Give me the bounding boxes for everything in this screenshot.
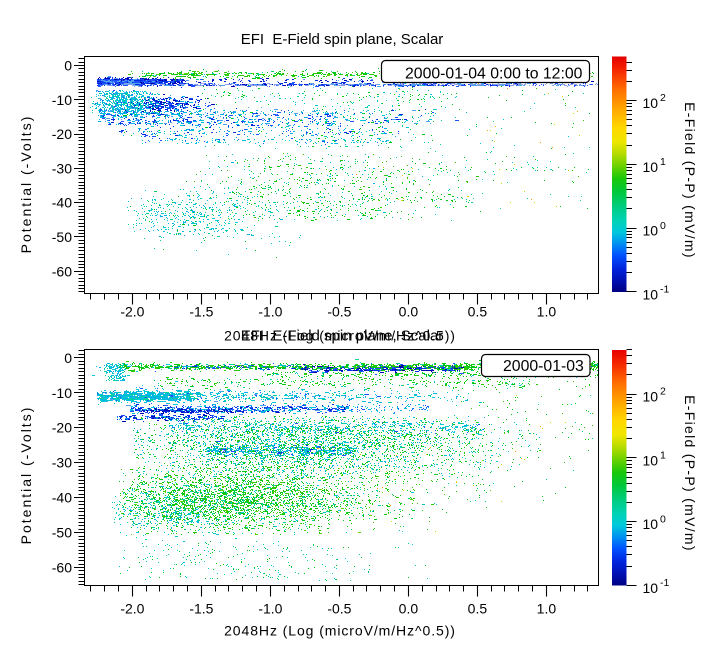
svg-text:0.5: 0.5 [468, 304, 488, 320]
svg-text:1.0: 1.0 [537, 601, 557, 617]
svg-text:-1: -1 [660, 284, 669, 296]
svg-text:-30: -30 [52, 160, 72, 176]
svg-text:0.0: 0.0 [399, 601, 419, 617]
svg-text:1: 1 [660, 450, 666, 462]
svg-text:-1.5: -1.5 [189, 304, 213, 320]
svg-text:10: 10 [643, 223, 659, 239]
svg-text:10: 10 [643, 286, 659, 302]
svg-text:0: 0 [660, 220, 666, 232]
svg-text:2048Hz (Log (microV/m/Hz^0.5)): 2048Hz (Log (microV/m/Hz^0.5)) [224, 623, 456, 639]
svg-text:-0.5: -0.5 [327, 304, 351, 320]
svg-text:-50: -50 [52, 229, 72, 245]
svg-text:2: 2 [660, 92, 666, 104]
svg-text:10: 10 [643, 159, 659, 175]
svg-text:2048Hz (Log (microV/m/Hz^0.5)): 2048Hz (Log (microV/m/Hz^0.5)) [224, 328, 456, 344]
svg-text:-60: -60 [52, 560, 72, 576]
svg-text:10: 10 [643, 452, 659, 468]
svg-text:1.0: 1.0 [537, 304, 557, 320]
svg-text:-10: -10 [52, 385, 72, 401]
svg-text:E-Field (P-P) (mV/m): E-Field (P-P) (mV/m) [682, 102, 698, 259]
svg-text:0.5: 0.5 [468, 601, 488, 617]
svg-text:10: 10 [643, 516, 659, 532]
svg-text:-2.0: -2.0 [120, 601, 144, 617]
svg-text:-1.0: -1.0 [258, 304, 282, 320]
svg-text:-1.5: -1.5 [189, 601, 213, 617]
svg-text:-10: -10 [52, 92, 72, 108]
svg-text:Potential (-Volts): Potential (-Volts) [18, 406, 34, 545]
svg-text:0.0: 0.0 [399, 304, 419, 320]
svg-text:2: 2 [660, 386, 666, 398]
svg-text:-60: -60 [52, 263, 72, 279]
svg-text:1: 1 [660, 156, 666, 168]
svg-text:-40: -40 [52, 490, 72, 506]
svg-text:2000-01-03: 2000-01-03 [503, 358, 584, 375]
svg-text:-20: -20 [52, 126, 72, 142]
svg-text:EFI E-Field spin plane, Scala: EFI E-Field spin plane, Scalar [241, 328, 444, 345]
svg-text:EFI E-Field spin plane, Scala: EFI E-Field spin plane, Scalar [241, 31, 444, 48]
svg-text:E-Field (P-P) (mV/m): E-Field (P-P) (mV/m) [682, 395, 698, 552]
svg-text:-0.5: -0.5 [327, 601, 351, 617]
svg-text:Potential (-Volts): Potential (-Volts) [18, 115, 34, 254]
svg-text:-2.0: -2.0 [120, 304, 144, 320]
svg-text:10: 10 [643, 580, 659, 596]
svg-text:0: 0 [64, 58, 72, 74]
svg-text:0: 0 [64, 350, 72, 366]
svg-text:-20: -20 [52, 420, 72, 436]
svg-text:-40: -40 [52, 195, 72, 211]
svg-text:-30: -30 [52, 455, 72, 471]
svg-text:-1.0: -1.0 [258, 601, 282, 617]
svg-text:2000-01-04 0:00 to 12:00: 2000-01-04 0:00 to 12:00 [405, 66, 583, 83]
svg-text:10: 10 [643, 389, 659, 405]
svg-text:-1: -1 [660, 577, 669, 589]
svg-text:10: 10 [643, 95, 659, 111]
svg-text:-50: -50 [52, 525, 72, 541]
svg-text:0: 0 [660, 513, 666, 525]
